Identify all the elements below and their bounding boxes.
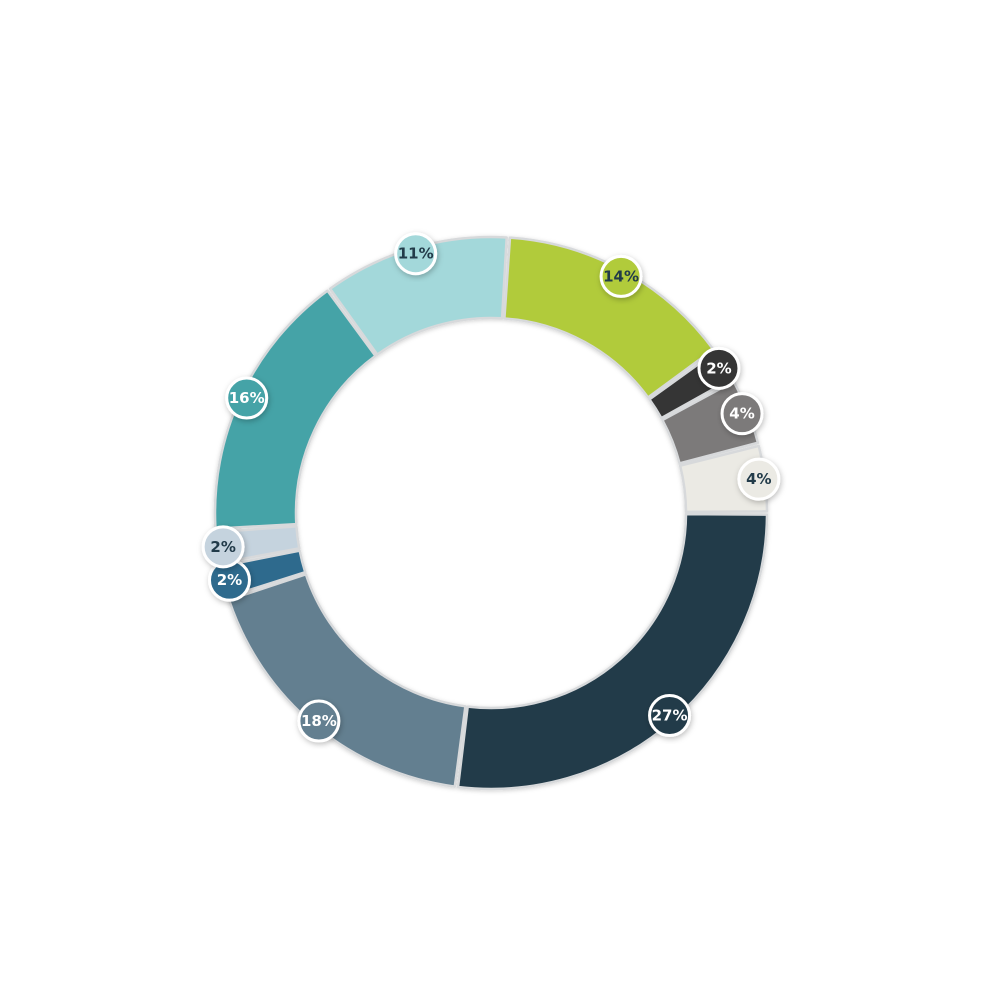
value-badge-circle	[599, 254, 643, 298]
donut-slice	[227, 573, 467, 788]
value-label: 2%	[210, 538, 235, 556]
value-label: 16%	[229, 389, 265, 407]
value-label: 18%	[301, 712, 337, 730]
value-badge: 11%	[394, 232, 438, 276]
value-badge-circle	[394, 232, 438, 276]
value-badge: 2%	[201, 525, 245, 569]
donut-slice	[213, 289, 377, 530]
value-badge-circle	[225, 376, 269, 420]
value-label: 27%	[652, 707, 688, 725]
value-badge-circle	[697, 346, 741, 390]
value-badge: 14%	[599, 254, 643, 298]
donut-slice	[456, 512, 769, 791]
value-label: 14%	[603, 267, 639, 285]
value-badge-circle	[648, 694, 692, 738]
value-label: 2%	[706, 359, 731, 377]
value-label: 11%	[398, 245, 434, 263]
value-badge-circle	[720, 392, 764, 436]
value-badge: 16%	[225, 376, 269, 420]
value-badge-circle	[201, 525, 245, 569]
value-badge: 4%	[737, 457, 781, 501]
value-badge-circle	[737, 457, 781, 501]
value-label: 4%	[746, 470, 771, 488]
value-label: 2%	[217, 571, 242, 589]
value-badge-circle	[297, 699, 341, 743]
value-badge: 4%	[720, 392, 764, 436]
value-labels: 27% 18% 2% 2% 16% 11% 14% 2% 4% 4%	[201, 232, 781, 743]
value-label: 4%	[729, 405, 754, 423]
donut-slice	[328, 235, 508, 356]
value-badge: 27%	[648, 694, 692, 738]
donut-slices	[213, 235, 769, 791]
value-badge: 18%	[297, 699, 341, 743]
value-badge: 2%	[697, 346, 741, 390]
